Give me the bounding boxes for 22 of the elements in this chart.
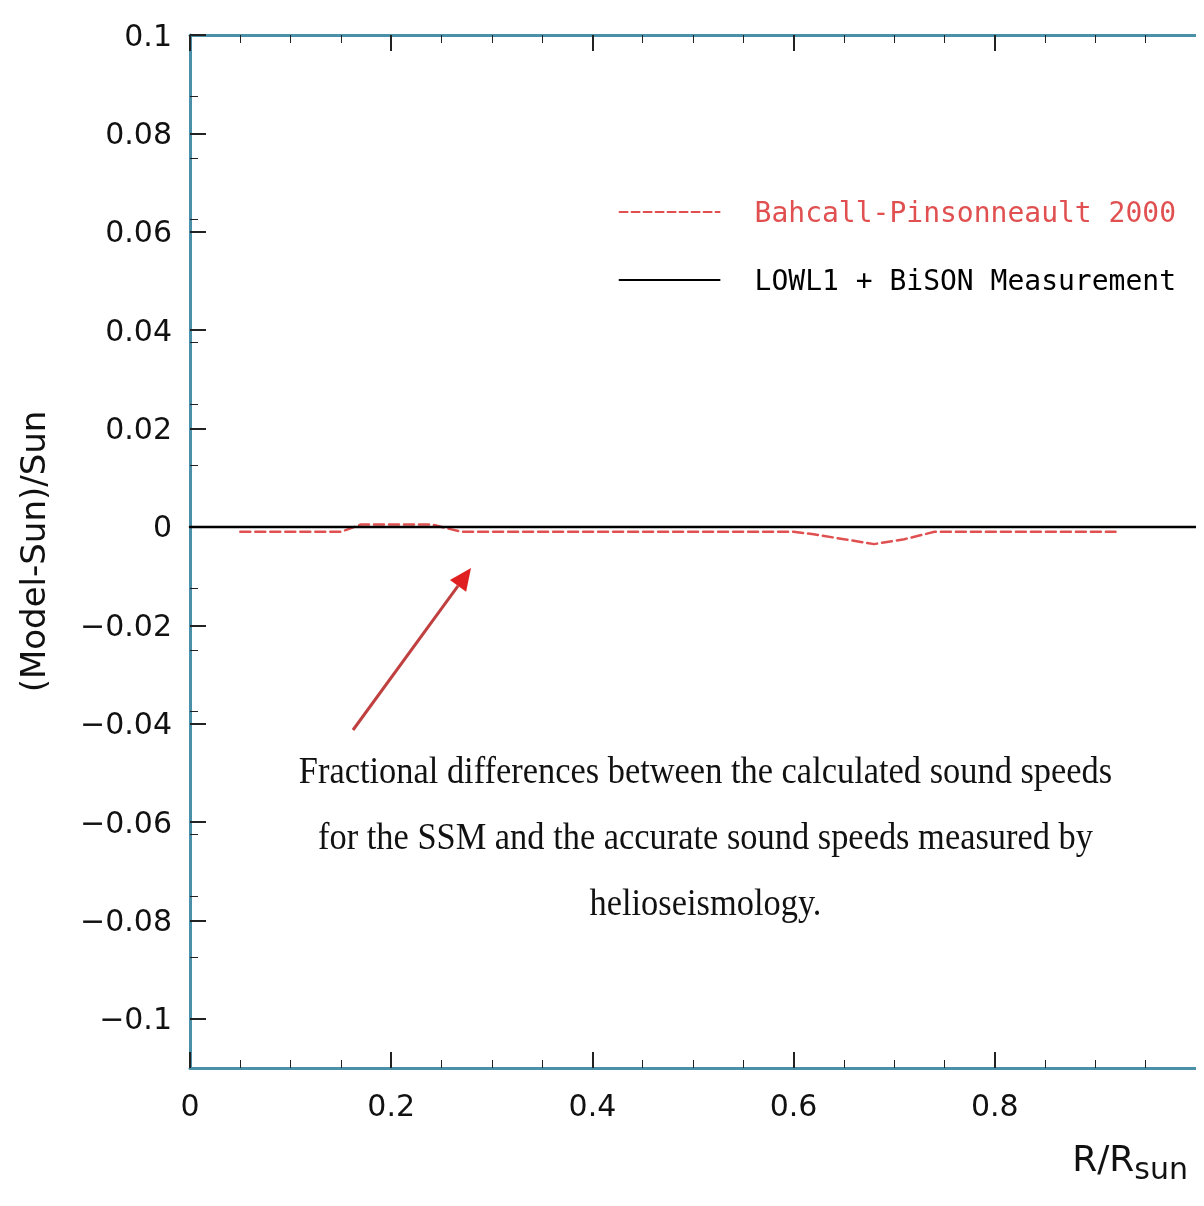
x-tick-label: 0.4	[568, 1087, 617, 1123]
y-tick-label: 0.08	[105, 115, 172, 151]
y-tick-label: −0.04	[80, 706, 172, 742]
x-tick-label: 0.2	[367, 1087, 416, 1123]
y-tick-label: −0.08	[80, 902, 172, 938]
legend-label: Bahcall-Pinsonneault 2000	[754, 195, 1176, 229]
y-axis-title: (Model-Sun)/Sun	[13, 410, 53, 693]
x-tick-label: 0	[180, 1087, 200, 1123]
y-tick-label: 0.02	[105, 411, 172, 447]
y-tick-label: −0.06	[80, 804, 172, 840]
y-tick-label: −0.02	[80, 607, 172, 643]
x-axis-title: R/R$_{sun}$	[1072, 1138, 1188, 1187]
y-tick-label: −0.1	[99, 1001, 172, 1037]
y-tick-label: 0.06	[105, 214, 172, 250]
line-series	[239, 523, 1117, 546]
y-tick-label: 0.1	[124, 17, 172, 53]
legend-label: LOWL1 + BiSON Measurement	[754, 263, 1176, 297]
x-tick-label: 0.8	[970, 1087, 1019, 1123]
y-tick-label: 0.04	[105, 312, 172, 348]
y-tick-label: 0	[152, 509, 172, 545]
x-tick-label: 0.6	[769, 1087, 818, 1123]
annotation: Fractional differences between the calculated sound speeds for the SSM and the accurate sound speeds measured by helioseismology.	[280, 738, 1131, 936]
